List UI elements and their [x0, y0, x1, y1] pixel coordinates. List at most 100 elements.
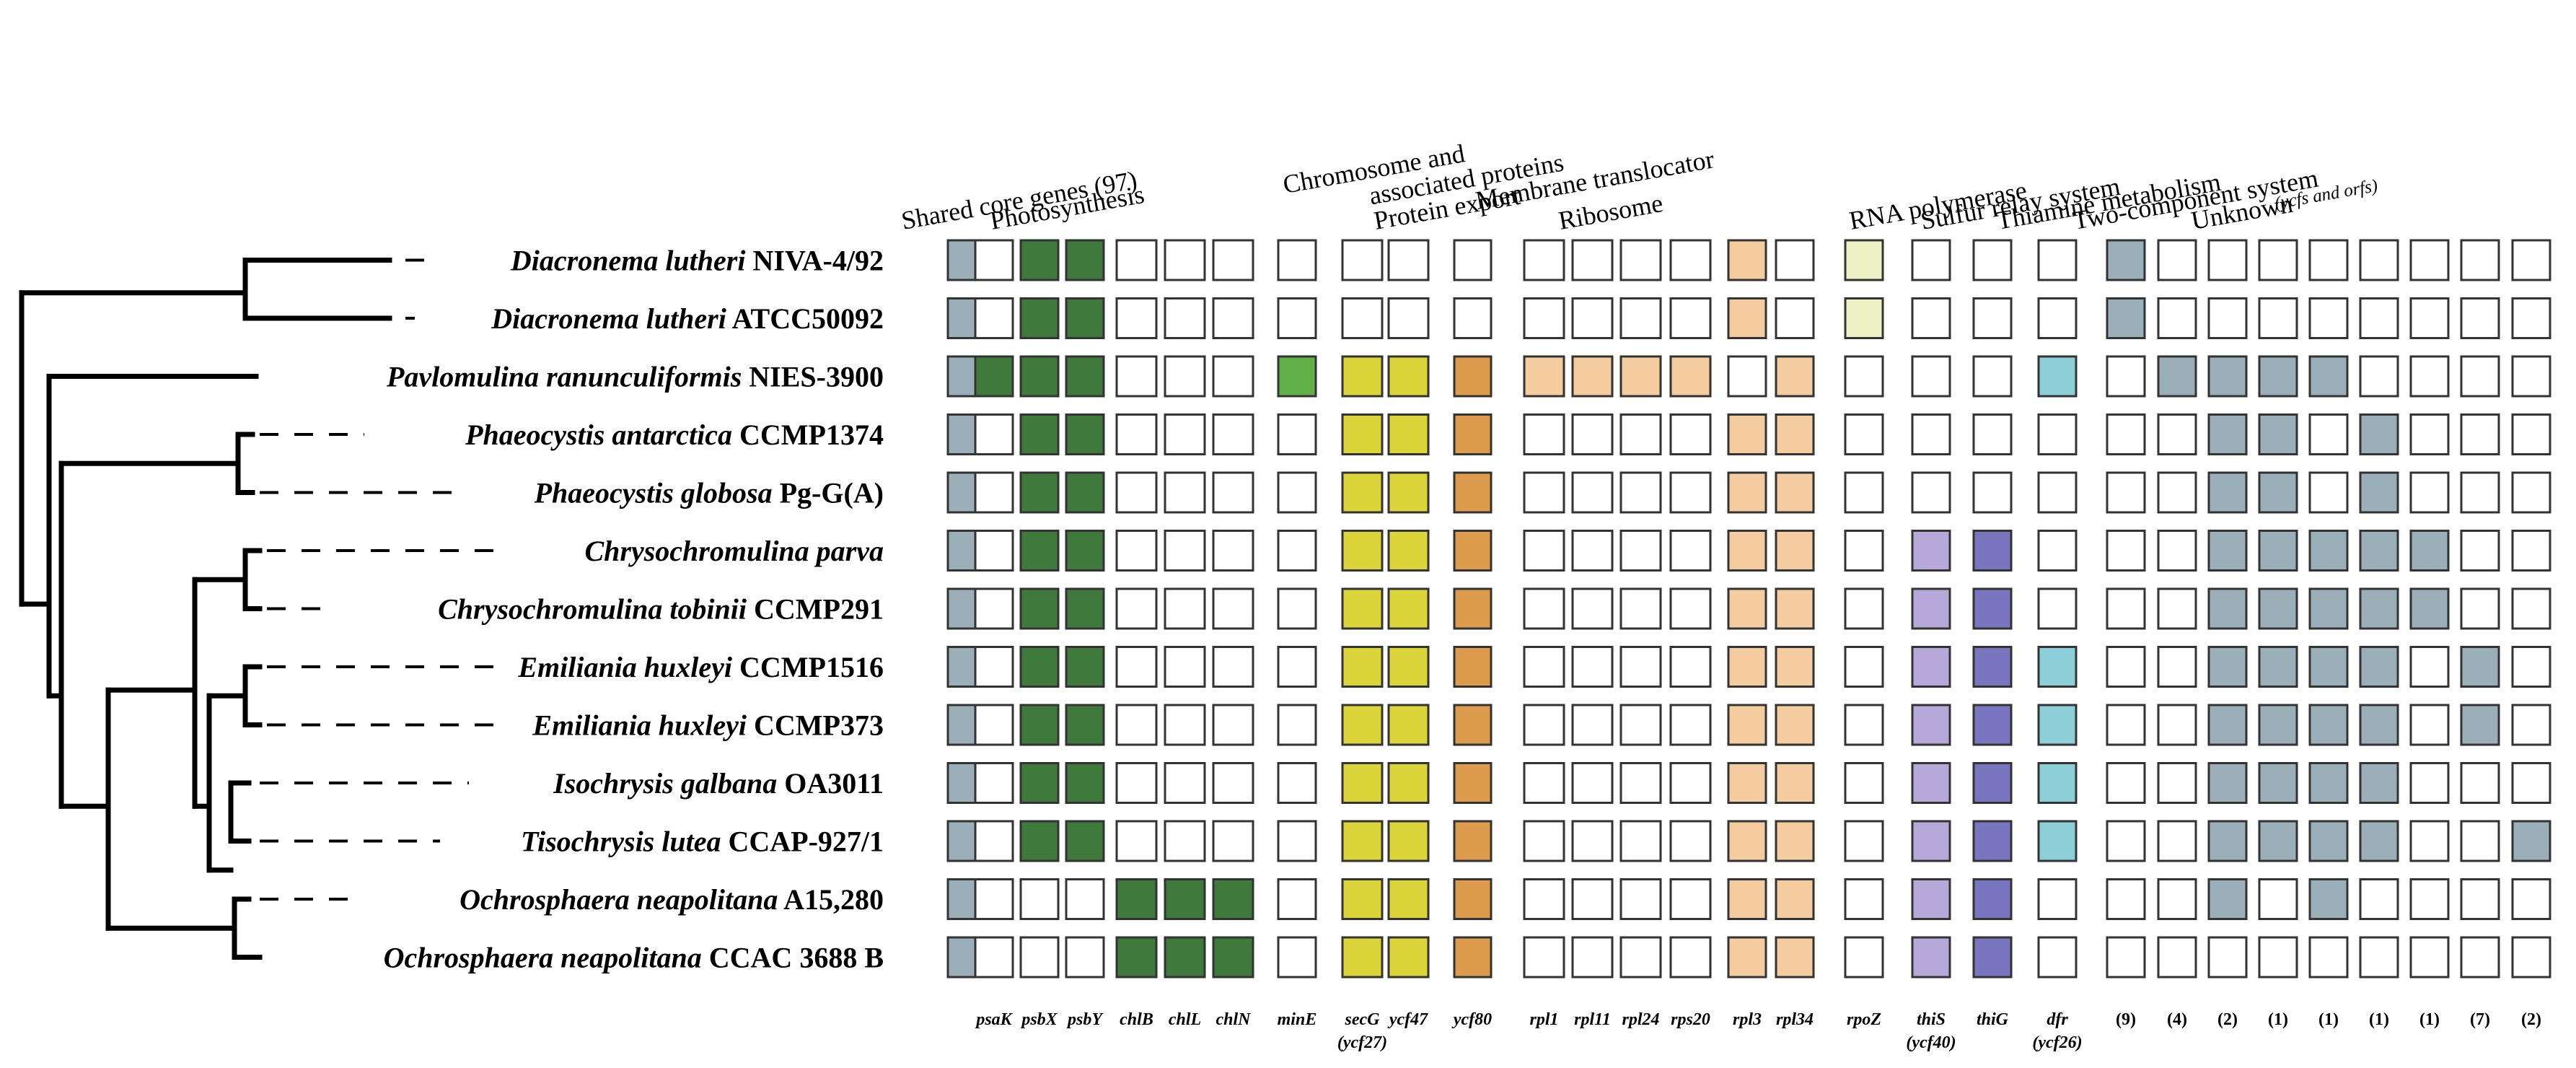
taxon-label: Pavlomulina ranunculiformis NIES-3900: [386, 361, 884, 393]
grid-cell: [1911, 530, 1951, 572]
grid-cell: [2157, 762, 2197, 804]
grid-cell: [1911, 878, 1951, 920]
grid-cell: [1453, 413, 1493, 455]
grid-cell: [974, 239, 1014, 281]
taxon-label: Emiliania huxleyi CCMP1516: [517, 651, 884, 683]
grid-cell: [1571, 587, 1614, 630]
grid-cell: [2460, 936, 2500, 979]
grid-cell: [1523, 646, 1565, 688]
grid-cell: [974, 297, 1014, 339]
grid-cell: [1669, 355, 1712, 398]
grid-cell: [2258, 355, 2298, 398]
grid-cell: [2258, 820, 2298, 862]
gene-label: rpl1: [1529, 1010, 1558, 1029]
gene-label: rpoZ: [1847, 1010, 1881, 1029]
grid-cell: [1212, 936, 1254, 979]
grid-cell: [1115, 355, 1158, 398]
grid-cell: [1775, 413, 1815, 455]
grid-cell: [1212, 878, 1254, 920]
grid-cell: [1844, 646, 1884, 688]
grid-cell: [1164, 297, 1206, 339]
grid-cell: [1972, 355, 2013, 398]
grid-cell: [2511, 297, 2551, 339]
grid-cell: [1019, 355, 1060, 398]
grid-cell: [1911, 413, 1951, 455]
grid-cell: [2106, 878, 2146, 920]
grid-cell: [1523, 355, 1565, 398]
grid-cell: [1523, 878, 1565, 920]
grid-cell: [1115, 762, 1158, 804]
grid-cell: [2207, 239, 2248, 281]
grid-cell: [1523, 530, 1565, 572]
grid-cell: [1669, 646, 1712, 688]
grid-cell: [2157, 820, 2197, 862]
gene-label: (9): [2116, 1010, 2136, 1029]
grid-cell: [2207, 297, 2248, 339]
grid-cell: [1669, 762, 1712, 804]
grid-cell: [1453, 646, 1493, 688]
grid-cell: [1065, 471, 1105, 514]
grid-cell: [1972, 413, 2013, 455]
grid-cell: [1523, 239, 1565, 281]
grid-cell: [1911, 646, 1951, 688]
gene-sublabel: (ycf27): [1337, 1033, 1387, 1052]
grid-cell: [1669, 878, 1712, 920]
grid-cell: [1619, 471, 1662, 514]
grid-cell: [1775, 762, 1815, 804]
grid-cell: [2037, 878, 2078, 920]
grid-cell: [1571, 297, 1614, 339]
grid-cell: [1727, 878, 1767, 920]
grid-cell: [1972, 239, 2013, 281]
grid-cell: [1065, 820, 1105, 862]
grid-cell: [1911, 587, 1951, 630]
grid-cell: [1523, 704, 1565, 746]
grid-cell: [1972, 646, 2013, 688]
grid-cell: [1619, 704, 1662, 746]
grid-cell: [1911, 471, 1951, 514]
grid-cell: [1669, 704, 1712, 746]
grid-cell: [1341, 355, 1384, 398]
grid-cell: [974, 762, 1014, 804]
grid-cell: [1212, 471, 1254, 514]
grid-cell: [1164, 530, 1206, 572]
grid-cell: [2207, 587, 2248, 630]
grid-cell: [2511, 413, 2551, 455]
grid-cell: [1669, 297, 1712, 339]
grid-cell: [2106, 239, 2146, 281]
taxon-label: Ochrosphaera neapolitana A15,280: [460, 883, 884, 916]
grid-cell: [1387, 530, 1430, 572]
gene-label: rpl11: [1574, 1010, 1611, 1029]
grid-cell: [2258, 530, 2298, 572]
grid-cell: [2308, 878, 2349, 920]
grid-cell: [1727, 704, 1767, 746]
grid-cell: [1277, 413, 1317, 455]
grid-cell: [2460, 239, 2500, 281]
grid-cell: [1669, 820, 1712, 862]
grid-cell: [2037, 355, 2078, 398]
grid-cell: [1212, 355, 1254, 398]
taxon-label: Diacronema lutheri NIVA-4/92: [510, 245, 884, 277]
grid-cell: [2106, 471, 2146, 514]
grid-cell: [1972, 762, 2013, 804]
grid-cell: [1844, 936, 1884, 979]
grid-cell: [2409, 878, 2450, 920]
grid-cell: [2037, 587, 2078, 630]
grid-cell: [1065, 530, 1105, 572]
grid-cell: [2308, 355, 2349, 398]
grid-cell: [2409, 413, 2450, 455]
grid-cell: [1775, 878, 1815, 920]
grid-cell: [974, 413, 1014, 455]
grid-cell: [2037, 820, 2078, 862]
grid-cell: [1727, 587, 1767, 630]
grid-cell: [2157, 355, 2197, 398]
grid-cell: [2258, 936, 2298, 979]
grid-cell: [974, 587, 1014, 630]
grid-cell: [2511, 239, 2551, 281]
grid-cell: [1619, 239, 1662, 281]
grid-cell: [2409, 646, 2450, 688]
gene-label: (7): [2470, 1010, 2490, 1029]
gene-label: (1): [2268, 1010, 2288, 1029]
grid-cell: [1115, 471, 1158, 514]
grid-cell: [1571, 878, 1614, 920]
grid-cell: [2359, 704, 2399, 746]
